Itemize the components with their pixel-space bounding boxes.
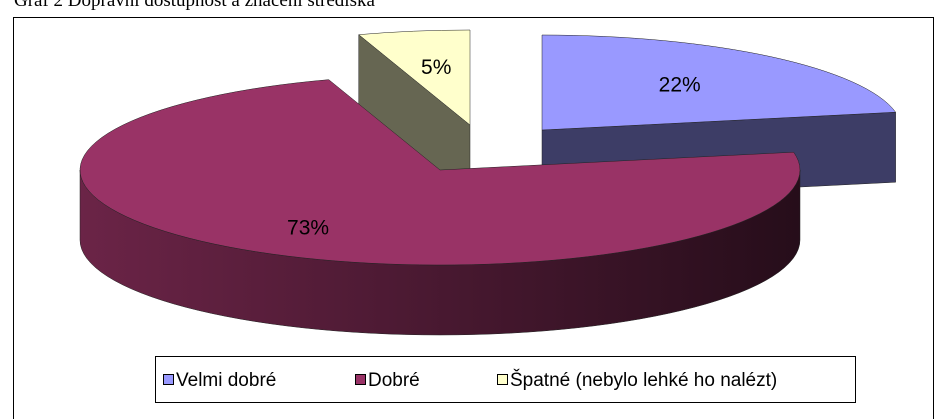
chart-title: Graf 2 Dopravní dostupnost a značení stř… [14,0,375,11]
data-label: 73% [287,216,329,239]
data-label: 5% [421,56,451,79]
slice-top [358,29,471,126]
slice-top [79,79,801,266]
pie: 5% 22% 73% [79,29,897,336]
slice-top [541,34,897,131]
legend-swatch [163,374,174,385]
legend-label: Špatné (nebylo lehké ho nalézt) [510,369,777,391]
legend-swatch [497,374,508,385]
legend-label: Velmi dobré [176,370,276,391]
legend: Velmi dobré Dobré Špatné (nebylo lehké ho … [163,369,777,391]
legend-swatch [355,374,366,385]
data-label: 22% [659,74,701,97]
legend-label: Dobré [368,370,420,391]
